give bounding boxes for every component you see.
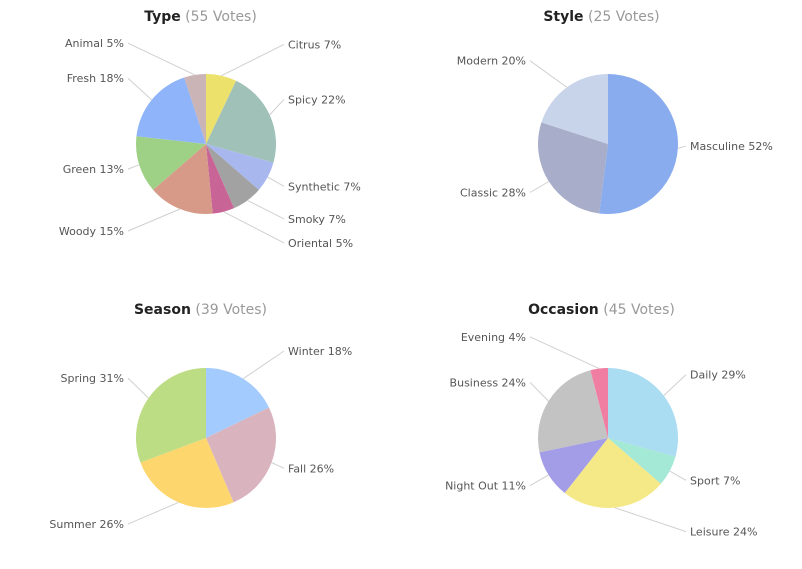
vote-count: (39 Votes)	[195, 302, 268, 318]
label-connector	[242, 350, 285, 380]
slice-label-citrus: Citrus 7%	[288, 38, 341, 51]
label-connector	[677, 145, 687, 149]
slice-label-summer: Summer 26%	[49, 518, 124, 531]
pie-slice-leisure	[564, 438, 661, 508]
label-connector	[614, 507, 687, 533]
chart-title: Occasion (45 Votes)	[401, 302, 802, 318]
slice-label-leisure: Leisure 24%	[690, 526, 757, 539]
pie-slice-fresh	[136, 77, 206, 144]
chart-type: Type (55 Votes) Citrus 7% Spicy 22% Synthe…	[0, 0, 401, 276]
slice-label-business: Business 24%	[450, 376, 526, 389]
pie-slice-spring	[135, 368, 206, 463]
pie-chart-type: Citrus 7% Spicy 22% Synthetic 7% Smoky 7% Or…	[59, 37, 361, 250]
pie-slice-spicy	[206, 80, 276, 163]
pie-slice-winter	[206, 368, 269, 438]
slice-label-animal: Animal 5%	[65, 37, 124, 50]
label-connector	[127, 208, 181, 232]
pie-chart-occasion: Daily 29% Sport 7% Leisure 24% Evening 4% Bu…	[445, 331, 757, 539]
pie-slice-masculine	[599, 74, 678, 215]
label-connector	[127, 42, 196, 76]
label-connector	[663, 374, 687, 396]
pie-chart-season: Winter 18% Fall 26% Spring 31% Summer 26%	[49, 345, 352, 531]
label-connector	[127, 501, 179, 525]
slice-label-modern: Modern 20%	[457, 55, 526, 68]
vote-count: (55 Votes)	[185, 9, 257, 25]
label-connector	[269, 98, 285, 116]
slice-label-winter: Winter 18%	[288, 345, 352, 358]
slice-label-smoky: Smoky 7%	[288, 213, 346, 226]
pie-slice-classic	[538, 122, 608, 214]
label-connector	[271, 462, 285, 469]
pie-chart-style: Masculine 52% Modern 20% Classic 28%	[457, 55, 773, 215]
label-connector	[127, 164, 140, 170]
label-connector	[247, 199, 285, 220]
pie-slice-evening	[590, 368, 608, 438]
pie-slice-sport	[608, 438, 676, 484]
slice-label-daily: Daily 29%	[690, 369, 746, 382]
chart-title-text: Season	[133, 302, 191, 318]
slice-label-synthetic: Synthetic 7%	[288, 180, 361, 193]
pie-slice-synthetic	[206, 144, 274, 190]
slice-label-spring: Spring 31%	[61, 372, 124, 385]
label-connector	[529, 381, 549, 402]
slice-label-oriental: Oriental 5%	[288, 237, 353, 250]
slice-label-woody: Woody 15%	[59, 225, 124, 238]
chart-occasion: Occasion (45 Votes) Daily 29% Sport 7% Lei…	[401, 293, 802, 569]
label-connector	[127, 77, 153, 101]
pie-slice-citrus	[206, 74, 237, 144]
slice-label-spicy: Spicy 22%	[288, 93, 346, 106]
pie-slice-oriental	[206, 144, 235, 214]
slice-label-green: Green 13%	[63, 163, 124, 176]
slice-label-sport: Sport 7%	[690, 474, 740, 487]
pie-slice-summer	[140, 438, 234, 508]
vote-count: (25 Votes)	[588, 9, 660, 25]
slice-label-masculine: Masculine 52%	[690, 140, 773, 153]
pie-slice-animal	[184, 74, 206, 144]
pie-slice-woody	[153, 144, 213, 214]
label-connector	[221, 43, 285, 77]
chart-title-text: Occasion	[528, 302, 599, 318]
pie-slice-night	[539, 438, 608, 494]
label-connector	[529, 474, 549, 487]
pie-slice-fall	[206, 407, 276, 503]
pie-slice-green	[135, 136, 206, 190]
slice-label-classic: Classic 28%	[460, 187, 526, 200]
chart-title: Season (39 Votes)	[0, 302, 401, 318]
chart-season: Season (39 Votes) Winter 18% Fall 26% Spri…	[0, 293, 401, 569]
slice-label-fresh: Fresh 18%	[67, 72, 124, 85]
label-connector	[529, 181, 550, 193]
label-connector	[223, 211, 285, 244]
pie-slice-smoky	[206, 144, 259, 209]
slice-label-evening: Evening 4%	[461, 331, 526, 344]
label-connector	[529, 60, 568, 88]
pie-slice-daily	[608, 368, 679, 457]
chart-title: Style (25 Votes)	[401, 9, 802, 25]
slice-label-night: Night Out 11%	[445, 480, 526, 493]
label-connector	[127, 377, 149, 399]
chart-title-text: Style	[543, 9, 584, 25]
slice-label-fall: Fall 26%	[288, 462, 334, 475]
label-connector	[669, 470, 687, 481]
pie-slice-modern	[541, 74, 608, 144]
label-connector	[267, 176, 285, 187]
label-connector	[529, 336, 600, 370]
pie-slice-business	[537, 370, 608, 453]
vote-count: (45 Votes)	[603, 302, 675, 318]
chart-title: Type (55 Votes)	[0, 9, 401, 25]
chart-title-text: Type	[144, 9, 181, 25]
chart-style: Style (25 Votes) Masculine 52% Modern 20%…	[401, 0, 802, 276]
